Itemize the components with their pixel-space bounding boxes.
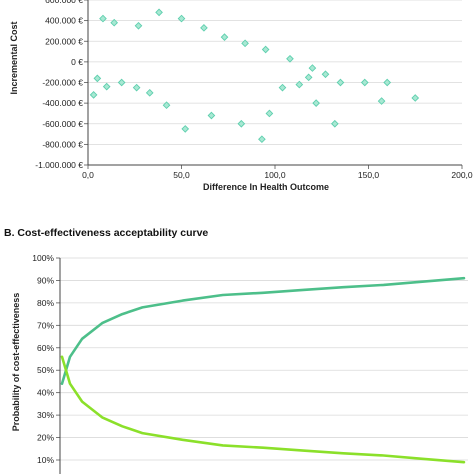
scatter-point <box>220 33 229 41</box>
ceac-y-axis-label: Probability of cost-effectiveness <box>11 293 21 432</box>
ceac-line-lower <box>60 355 466 464</box>
scatter-point <box>145 88 154 97</box>
scatter-point <box>237 119 246 128</box>
scatter-point <box>89 91 98 99</box>
scatter-point <box>321 70 330 79</box>
ceac-y-tick-label: 30% <box>37 410 54 420</box>
scatter-point <box>102 82 111 91</box>
ceac-y-tick-label: 40% <box>37 388 54 398</box>
scatter-y-tick-label: -1.000.000 € <box>35 160 83 170</box>
scatter-point <box>132 83 141 92</box>
ceac-y-tick-labels: 100% 90% 80% 70% 60% 50% 40% 30% 20% 10% <box>32 253 54 465</box>
scatter-point <box>110 18 119 27</box>
scatter-point <box>155 8 163 17</box>
scatter-point <box>200 24 208 32</box>
scatter-y-tick-label: 200.000 € <box>45 36 83 46</box>
scatter-y-tick-label: 400.000 € <box>45 16 83 26</box>
scatter-point <box>312 99 320 107</box>
scatter-y-axis-label: Incremental Cost <box>9 21 19 94</box>
scatter-point <box>308 64 317 72</box>
scatter-point <box>411 94 420 102</box>
scatter-point <box>278 83 287 92</box>
ceac-y-tick-label: 60% <box>37 343 54 353</box>
scatter-point <box>241 39 249 48</box>
ceac-y-tick-label: 70% <box>37 320 54 330</box>
ceac-line-upper <box>60 276 466 385</box>
scatter-x-tick-labels: 0,0 50,0 100,0 150,0 200,0 <box>82 170 473 180</box>
scatter-point <box>181 125 190 133</box>
scatter-y-tick-label: -600.000 € <box>42 119 83 129</box>
scatter-point <box>117 78 126 87</box>
scatter-axes <box>87 0 462 166</box>
scatter-point <box>261 45 270 54</box>
ceac-gridlines <box>56 257 468 461</box>
ceac-lines <box>60 276 466 464</box>
scatter-y-tick-label: -800.000 € <box>42 139 83 149</box>
scatter-point <box>304 73 313 82</box>
scatter-point <box>258 135 266 144</box>
ceac-y-tick-label: 80% <box>37 298 54 308</box>
scatter-point <box>207 111 216 120</box>
ceac-panel: B. Cost-effectiveness acceptability curv… <box>4 227 468 474</box>
scatter-y-tick-label: 0 € <box>71 57 83 67</box>
ceac-y-tick-label: 90% <box>37 275 54 285</box>
scatter-point <box>99 14 107 23</box>
scatter-y-tick-label: -200.000 € <box>42 78 83 88</box>
scatter-points <box>89 8 420 144</box>
scatter-point <box>295 80 304 89</box>
scatter-y-tick-label: -400.000 € <box>42 98 83 108</box>
scatter-point <box>336 78 345 87</box>
scatter-x-tick-label: 100,0 <box>264 170 286 180</box>
scatter-panel: 600.000 € 400.000 € 200.000 € 0 € -200.000 €… <box>9 0 473 192</box>
ceac-y-tick-label: 10% <box>37 455 54 465</box>
scatter-x-tick-label: 150,0 <box>358 170 380 180</box>
scatter-x-tick-label: 0,0 <box>82 170 94 180</box>
scatter-y-tick-labels: 600.000 € 400.000 € 200.000 € 0 € -200.000 €… <box>35 0 83 170</box>
scatter-point <box>383 78 392 87</box>
scatter-point <box>162 101 171 110</box>
ceac-y-tick-label: 20% <box>37 433 54 443</box>
scatter-x-tick-label: 200,0 <box>451 170 473 180</box>
scatter-point <box>331 119 339 128</box>
scatter-point <box>360 78 369 87</box>
scatter-point <box>377 97 386 105</box>
scatter-point <box>286 54 294 63</box>
scatter-point <box>177 14 186 23</box>
scatter-y-tick-label: 600.000 € <box>45 0 83 5</box>
scatter-point <box>134 21 143 30</box>
scatter-x-axis-label: Difference In Health Outcome <box>203 182 329 192</box>
ceac-y-tick-label: 100% <box>32 253 54 263</box>
scatter-point <box>265 109 274 118</box>
ceac-y-tick-label: 50% <box>37 365 54 375</box>
scatter-x-tick-label: 50,0 <box>173 170 190 180</box>
ceac-title: B. Cost-effectiveness acceptability curv… <box>4 227 208 239</box>
scatter-point <box>93 74 102 83</box>
